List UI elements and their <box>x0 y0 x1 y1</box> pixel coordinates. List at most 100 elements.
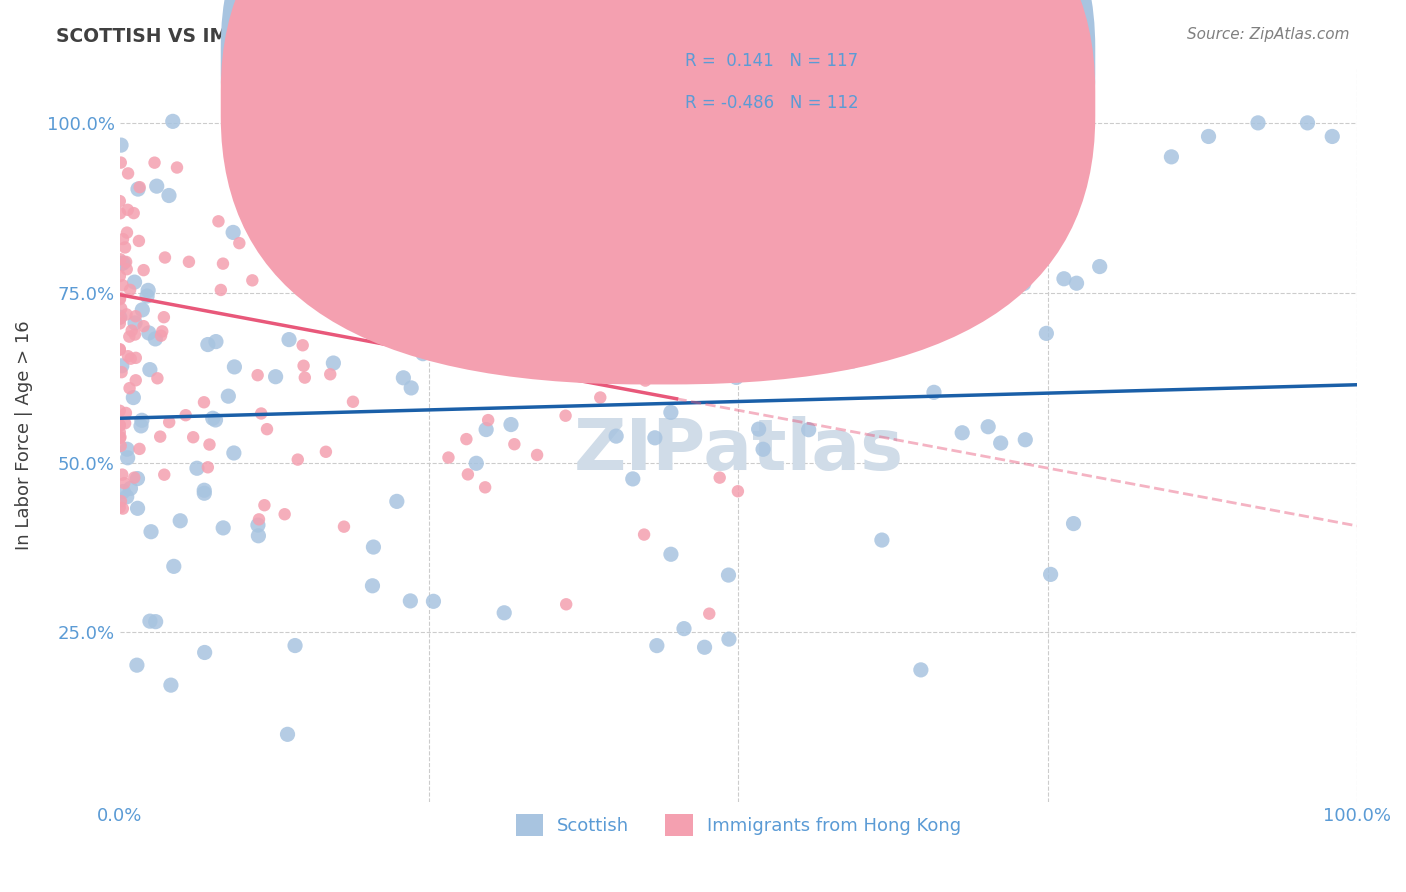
Point <box>207 214 229 228</box>
Point <box>748 422 770 436</box>
Point <box>114 416 136 430</box>
Point <box>953 162 976 177</box>
Point <box>122 206 145 220</box>
Point <box>352 282 374 296</box>
Point <box>555 597 578 611</box>
Point <box>399 594 422 608</box>
Point <box>157 188 180 202</box>
Point <box>115 442 138 457</box>
Point <box>193 486 215 500</box>
Point <box>1039 567 1062 582</box>
Point <box>725 370 748 384</box>
Point <box>672 622 695 636</box>
Point <box>108 194 131 208</box>
Point <box>136 289 159 303</box>
Point <box>117 349 139 363</box>
Point <box>717 632 740 646</box>
Point <box>197 337 219 351</box>
Point <box>264 369 287 384</box>
Point <box>315 444 337 458</box>
Point <box>111 467 134 482</box>
Point <box>143 155 166 169</box>
Point <box>112 476 135 491</box>
Point <box>149 429 172 443</box>
Point <box>246 368 269 383</box>
Point <box>197 460 219 475</box>
Point <box>124 327 146 342</box>
Point <box>143 332 166 346</box>
Point <box>150 328 173 343</box>
Point <box>136 284 159 298</box>
Point <box>120 351 142 366</box>
Point <box>634 337 657 351</box>
Point <box>193 483 215 498</box>
Point <box>108 268 131 283</box>
Point <box>614 268 637 282</box>
Point <box>125 658 148 673</box>
Point <box>363 540 385 554</box>
Point <box>645 639 668 653</box>
Point <box>153 251 176 265</box>
Point <box>842 354 865 368</box>
Point <box>124 275 146 289</box>
Point <box>117 450 139 465</box>
Point <box>457 467 479 482</box>
Point <box>108 418 131 433</box>
Point <box>475 423 498 437</box>
Point <box>423 300 446 314</box>
Point <box>464 211 486 225</box>
Point <box>1028 208 1050 222</box>
Point <box>110 311 132 326</box>
Point <box>115 255 138 269</box>
Point <box>108 310 131 325</box>
Point <box>127 182 149 196</box>
Point <box>247 529 270 543</box>
Point <box>465 456 488 470</box>
Point <box>108 342 131 356</box>
Point <box>1014 433 1036 447</box>
Point <box>110 365 132 379</box>
Point <box>160 678 183 692</box>
Point <box>474 480 496 494</box>
Point <box>228 236 250 251</box>
Point <box>145 615 167 629</box>
Point <box>124 310 146 324</box>
Point <box>162 114 184 128</box>
Point <box>569 164 592 178</box>
Point <box>526 448 548 462</box>
Point <box>115 490 138 504</box>
Point <box>205 334 228 349</box>
Point <box>659 405 682 419</box>
Point <box>276 727 298 741</box>
Point <box>118 329 141 343</box>
Point <box>474 342 496 356</box>
Point <box>1053 272 1076 286</box>
Point <box>131 302 153 317</box>
Point <box>373 318 395 332</box>
Point <box>333 519 356 533</box>
Point <box>132 319 155 334</box>
Point <box>108 317 131 331</box>
Point <box>1160 150 1182 164</box>
Point <box>121 324 143 338</box>
Point <box>110 138 132 153</box>
Point <box>110 155 132 169</box>
Point <box>177 254 200 268</box>
Point <box>110 252 132 267</box>
Point <box>254 230 277 244</box>
Point <box>342 394 364 409</box>
Text: R =  0.141   N = 117: R = 0.141 N = 117 <box>685 52 858 70</box>
Point <box>194 645 217 659</box>
Point <box>108 418 131 433</box>
Point <box>114 240 136 254</box>
Point <box>605 429 627 443</box>
Point <box>526 310 548 324</box>
Point <box>246 518 269 533</box>
Point <box>115 307 138 321</box>
Point <box>412 346 434 360</box>
Point <box>132 263 155 277</box>
Text: R = -0.486   N = 112: R = -0.486 N = 112 <box>685 95 858 112</box>
Point <box>129 418 152 433</box>
Point <box>256 422 278 436</box>
Point <box>910 663 932 677</box>
